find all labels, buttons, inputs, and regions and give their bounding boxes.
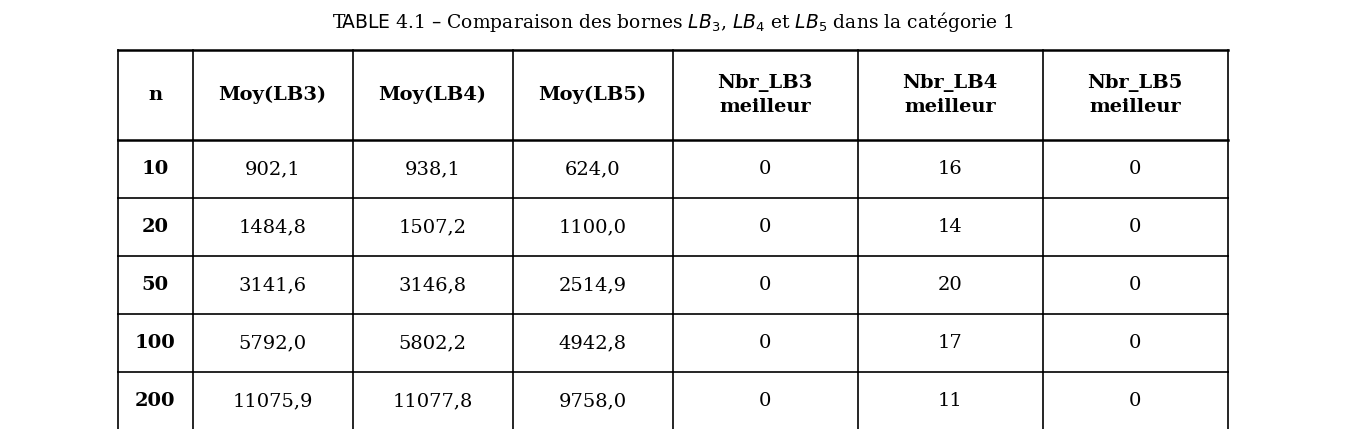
Text: 20: 20 [937,276,963,294]
Text: T$\!\mathrm{ABLE}$ 4.1 – Comparaison des bornes $LB_3$, $LB_4$ et $LB_5$ dans la: T$\!\mathrm{ABLE}$ 4.1 – Comparaison des… [332,10,1013,34]
Text: 624,0: 624,0 [565,160,620,178]
Text: 2514,9: 2514,9 [558,276,627,294]
Text: 11: 11 [937,392,963,410]
Text: 1484,8: 1484,8 [238,218,307,236]
Text: Moy(LB4): Moy(LB4) [378,86,487,104]
Text: 100: 100 [134,334,175,352]
Text: 0: 0 [1128,276,1141,294]
Text: 0: 0 [759,392,771,410]
Text: 0: 0 [759,276,771,294]
Text: 16: 16 [937,160,963,178]
Text: 200: 200 [134,392,175,410]
Text: 3146,8: 3146,8 [398,276,467,294]
Text: Moy(LB5): Moy(LB5) [538,86,647,104]
Text: Moy(LB3): Moy(LB3) [218,86,327,104]
Text: n: n [148,86,161,104]
Text: 0: 0 [759,218,771,236]
Text: 0: 0 [1128,160,1141,178]
Text: 14: 14 [937,218,963,236]
Text: 3141,6: 3141,6 [238,276,307,294]
Text: 902,1: 902,1 [245,160,300,178]
Text: Nbr_LB5
meilleur: Nbr_LB5 meilleur [1087,73,1182,117]
Text: 5802,2: 5802,2 [398,334,467,352]
Text: 5792,0: 5792,0 [238,334,307,352]
Text: 11075,9: 11075,9 [233,392,313,410]
Text: Nbr_LB3
meilleur: Nbr_LB3 meilleur [717,73,812,117]
Text: 11077,8: 11077,8 [393,392,472,410]
Text: 9758,0: 9758,0 [558,392,627,410]
Text: 10: 10 [141,160,168,178]
Text: 938,1: 938,1 [405,160,460,178]
Text: 4942,8: 4942,8 [558,334,627,352]
Text: 17: 17 [937,334,963,352]
Text: 1507,2: 1507,2 [398,218,467,236]
Text: 20: 20 [141,218,168,236]
Text: 50: 50 [141,276,168,294]
Text: 0: 0 [759,334,771,352]
Text: 0: 0 [1128,334,1141,352]
Text: 0: 0 [1128,392,1141,410]
Text: 0: 0 [759,160,771,178]
Text: Nbr_LB4
meilleur: Nbr_LB4 meilleur [902,73,998,117]
Text: 0: 0 [1128,218,1141,236]
Text: 1100,0: 1100,0 [558,218,627,236]
